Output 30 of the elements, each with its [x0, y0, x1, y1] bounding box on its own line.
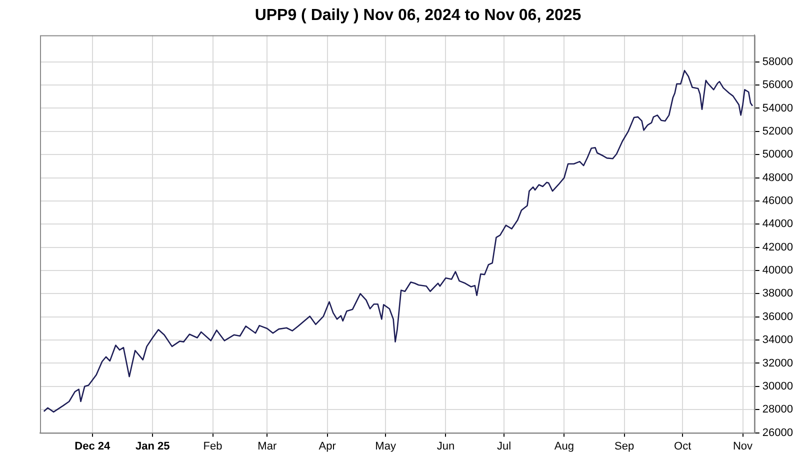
y-tick-label: 30000: [762, 380, 794, 392]
y-tick-label: 44000: [762, 218, 794, 230]
chart-title: UPP9 ( Daily ) Nov 06, 2024 to Nov 06, 2025: [254, 7, 582, 24]
y-tick-label: 26000: [762, 426, 794, 439]
x-tick-label: Jan 25: [135, 440, 170, 452]
x-tick-label: Dec 24: [74, 440, 112, 452]
y-tick-label: 32000: [762, 357, 794, 370]
x-tick-label: Jun: [436, 440, 455, 452]
y-tick-label: 52000: [762, 125, 794, 138]
y-tick-label: 58000: [762, 56, 794, 68]
y-tick-label: 56000: [762, 79, 794, 92]
x-tick-label: Nov: [732, 440, 754, 452]
y-tick-label: 40000: [762, 264, 794, 277]
x-tick-label: Mar: [258, 440, 277, 452]
y-tick-label: 50000: [762, 148, 794, 161]
x-tick-label: Oct: [674, 440, 692, 452]
x-tick-label: Sep: [614, 440, 634, 452]
y-tick-label: 28000: [762, 404, 794, 416]
y-tick-label: 38000: [762, 288, 794, 300]
y-tick-label: 46000: [762, 194, 794, 207]
y-tick-label: 34000: [762, 334, 794, 346]
x-tick-label: Jul: [496, 440, 512, 452]
y-tick-label: 42000: [762, 241, 794, 254]
x-tick-label: Aug: [554, 440, 574, 452]
x-tick-label: Feb: [203, 440, 222, 452]
x-tick-label: Apr: [318, 440, 336, 452]
y-tick-label: 48000: [762, 172, 794, 184]
y-tick-label: 54000: [762, 102, 794, 114]
y-tick-label: 36000: [762, 310, 794, 323]
x-tick-label: May: [375, 440, 396, 452]
